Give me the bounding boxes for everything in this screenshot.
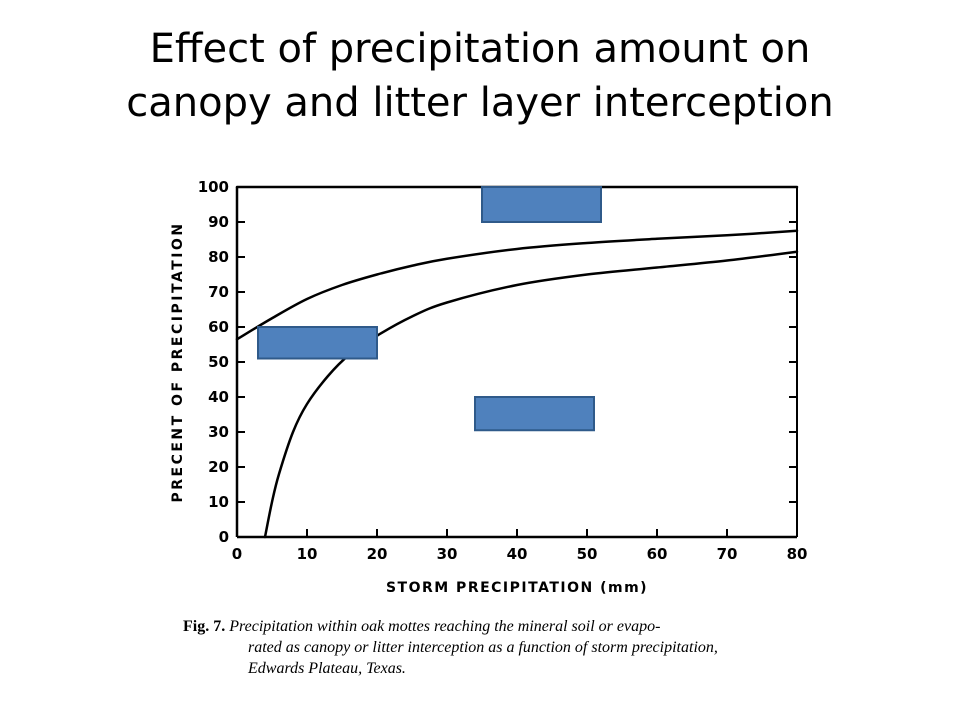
x-tick-label: 0	[232, 545, 242, 563]
x-tick-label: 20	[367, 545, 388, 563]
y-tick-label: 10	[208, 493, 229, 511]
x-tick-label: 80	[787, 545, 808, 563]
caption-text-2: rated as canopy or litter interception a…	[248, 639, 718, 656]
x-tick-label: 40	[507, 545, 528, 563]
x-tick-label: 60	[647, 545, 668, 563]
series-line-1	[235, 229, 799, 341]
chart-axes: 0 10 20 30 40 50 60 70 80 90 100 0 10 20 30 40 50 60 70 80	[198, 178, 808, 563]
caption-text-3: Edwards Plateau, Texas.	[248, 660, 406, 677]
y-tick-label: 90	[208, 213, 229, 231]
x-tick-label: 50	[577, 545, 598, 563]
annotation-box-3	[474, 396, 595, 432]
y-tick-label: 40	[208, 388, 229, 406]
x-tick-label: 10	[297, 545, 318, 563]
y-tick-label: 0	[219, 528, 229, 546]
series-line-2	[263, 250, 799, 539]
y-tick-label: 80	[208, 248, 229, 266]
y-tick-label: 70	[208, 283, 229, 301]
y-tick-label: 60	[208, 318, 229, 336]
y-tick-label: 50	[208, 353, 229, 371]
caption-line-1: Fig. 7. Precipitation within oak mottes …	[183, 616, 823, 637]
slide-title-line-1: Effect of precipitation amount on	[149, 26, 811, 72]
y-axis-label: PRECENT OF PRECIPITATION	[170, 221, 186, 502]
y-tick-label: 20	[208, 458, 229, 476]
annotation-box-1	[481, 186, 602, 223]
y-tick-label: 30	[208, 423, 229, 441]
caption-figure-label: Fig. 7.	[183, 618, 226, 635]
slide-title-line-2: canopy and litter layer interception	[126, 80, 834, 126]
annotation-box-2	[257, 326, 378, 360]
chart-annotation-boxes	[257, 186, 602, 432]
x-tick-label: 70	[717, 545, 738, 563]
caption-text-1: Precipitation within oak mottes reaching…	[229, 618, 661, 635]
slide-title: Effect of precipitation amount on canopy…	[0, 22, 960, 130]
y-tick-label: 100	[198, 178, 229, 196]
chart-marks	[235, 185, 799, 539]
x-tick-label: 30	[437, 545, 458, 563]
figure-caption: Fig. 7. Precipitation within oak mottes …	[183, 616, 823, 679]
x-axis-label: STORM PRECIPITATION (mm)	[386, 580, 648, 596]
